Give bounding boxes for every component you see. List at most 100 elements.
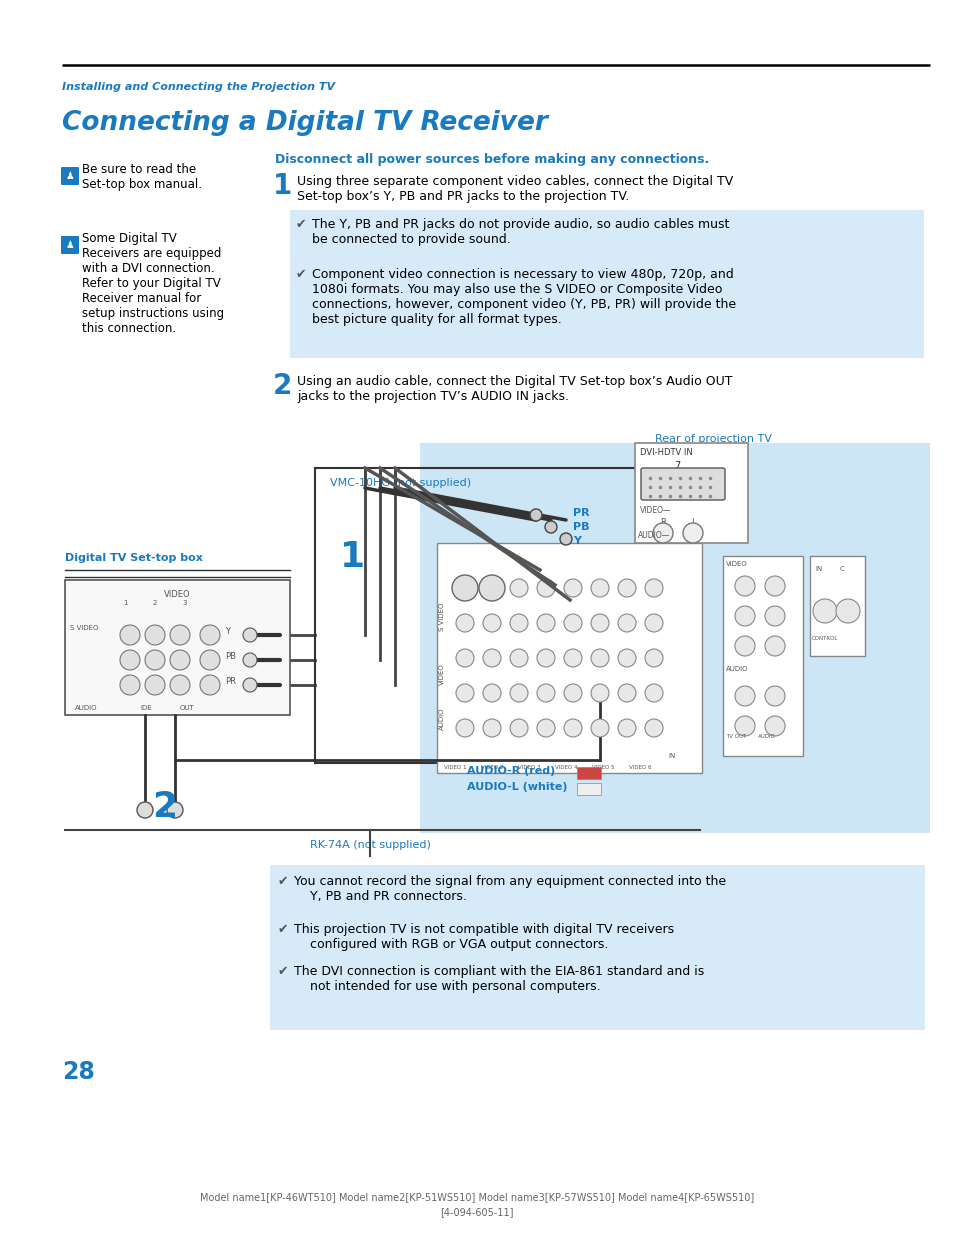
FancyBboxPatch shape — [65, 580, 290, 715]
Text: PB: PB — [573, 522, 589, 532]
Text: PR: PR — [225, 677, 235, 685]
Circle shape — [812, 599, 836, 622]
Circle shape — [682, 522, 702, 543]
Text: RK-74A (not supplied): RK-74A (not supplied) — [310, 840, 431, 850]
FancyBboxPatch shape — [61, 167, 79, 185]
Text: 2: 2 — [273, 372, 292, 400]
Circle shape — [734, 636, 754, 656]
Text: Connecting a Digital TV Receiver: Connecting a Digital TV Receiver — [62, 110, 547, 136]
FancyBboxPatch shape — [722, 556, 802, 756]
Circle shape — [452, 576, 477, 601]
Circle shape — [734, 576, 754, 597]
Circle shape — [456, 650, 474, 667]
Text: Installing and Connecting the Projection TV: Installing and Connecting the Projection… — [62, 82, 335, 91]
Circle shape — [764, 606, 784, 626]
Circle shape — [170, 650, 190, 671]
Circle shape — [510, 719, 527, 737]
Circle shape — [618, 684, 636, 701]
Text: AUDIO: AUDIO — [75, 705, 97, 711]
Circle shape — [510, 614, 527, 632]
FancyBboxPatch shape — [436, 543, 701, 773]
Text: VIDEO 2: VIDEO 2 — [480, 764, 503, 769]
Circle shape — [167, 802, 183, 818]
Text: 2: 2 — [152, 600, 157, 606]
Text: Rear of projection TV: Rear of projection TV — [655, 433, 771, 445]
Circle shape — [537, 719, 555, 737]
Circle shape — [537, 579, 555, 597]
FancyBboxPatch shape — [809, 556, 864, 656]
Text: VIDEO—: VIDEO— — [639, 506, 671, 515]
Circle shape — [644, 614, 662, 632]
Text: IN: IN — [668, 753, 675, 760]
Text: VIDEO 4: VIDEO 4 — [554, 764, 577, 769]
FancyBboxPatch shape — [290, 210, 923, 358]
Text: Some Digital TV
Receivers are equipped
with a DVI connection.
Refer to your Digi: Some Digital TV Receivers are equipped w… — [82, 232, 224, 335]
Circle shape — [200, 650, 220, 671]
Text: PB: PB — [225, 652, 235, 661]
Circle shape — [510, 650, 527, 667]
Text: You cannot record the signal from any equipment connected into the
    Y, PB and: You cannot record the signal from any eq… — [294, 876, 725, 903]
Circle shape — [120, 650, 140, 671]
Circle shape — [145, 676, 165, 695]
Text: This projection TV is not compatible with digital TV receivers
    configured wi: This projection TV is not compatible wit… — [294, 923, 674, 951]
Text: VIDEO: VIDEO — [725, 561, 747, 567]
Circle shape — [563, 684, 581, 701]
Circle shape — [170, 676, 190, 695]
Circle shape — [734, 685, 754, 706]
Circle shape — [835, 599, 859, 622]
Text: 1: 1 — [273, 172, 292, 200]
Circle shape — [482, 719, 500, 737]
Text: L: L — [690, 517, 695, 527]
Circle shape — [537, 650, 555, 667]
Text: VIDEO 3: VIDEO 3 — [517, 764, 539, 769]
Text: S VIDEO: S VIDEO — [70, 625, 98, 631]
Circle shape — [456, 684, 474, 701]
FancyBboxPatch shape — [577, 767, 600, 779]
Circle shape — [618, 614, 636, 632]
Circle shape — [145, 625, 165, 645]
Text: ♟: ♟ — [66, 240, 74, 249]
Circle shape — [590, 650, 608, 667]
Circle shape — [590, 579, 608, 597]
Text: AUDIO-R (red): AUDIO-R (red) — [467, 766, 555, 776]
Circle shape — [590, 719, 608, 737]
Text: AUDIO: AUDIO — [758, 734, 775, 739]
FancyBboxPatch shape — [635, 443, 747, 543]
Circle shape — [644, 579, 662, 597]
Text: C: C — [840, 566, 843, 572]
Circle shape — [243, 629, 256, 642]
Text: ✔: ✔ — [277, 876, 288, 888]
Circle shape — [243, 653, 256, 667]
Text: VIDEO 1: VIDEO 1 — [443, 764, 466, 769]
Text: Y: Y — [225, 627, 230, 636]
Circle shape — [537, 684, 555, 701]
Circle shape — [764, 685, 784, 706]
Text: Digital TV Set-top box: Digital TV Set-top box — [65, 553, 203, 563]
Circle shape — [764, 636, 784, 656]
Circle shape — [482, 579, 500, 597]
Circle shape — [137, 802, 152, 818]
Circle shape — [478, 576, 504, 601]
Text: ✔: ✔ — [295, 219, 306, 231]
Circle shape — [243, 678, 256, 692]
Text: VIDEO 6: VIDEO 6 — [628, 764, 651, 769]
Circle shape — [530, 509, 541, 521]
Text: IN: IN — [814, 566, 821, 572]
Text: AUDIO-L (white): AUDIO-L (white) — [467, 782, 567, 792]
Text: TV OUT: TV OUT — [725, 734, 745, 739]
Text: R: R — [659, 517, 665, 527]
Text: VIDEO 5: VIDEO 5 — [591, 764, 614, 769]
Circle shape — [590, 614, 608, 632]
Circle shape — [544, 521, 557, 534]
Circle shape — [618, 579, 636, 597]
Text: ✔: ✔ — [295, 268, 306, 282]
Text: OUT: OUT — [180, 705, 194, 711]
Circle shape — [734, 606, 754, 626]
Circle shape — [618, 650, 636, 667]
Text: Y: Y — [573, 536, 580, 546]
Text: [4-094-605-11]: [4-094-605-11] — [439, 1207, 514, 1216]
Circle shape — [644, 684, 662, 701]
Circle shape — [200, 676, 220, 695]
Circle shape — [764, 576, 784, 597]
FancyBboxPatch shape — [419, 443, 929, 832]
